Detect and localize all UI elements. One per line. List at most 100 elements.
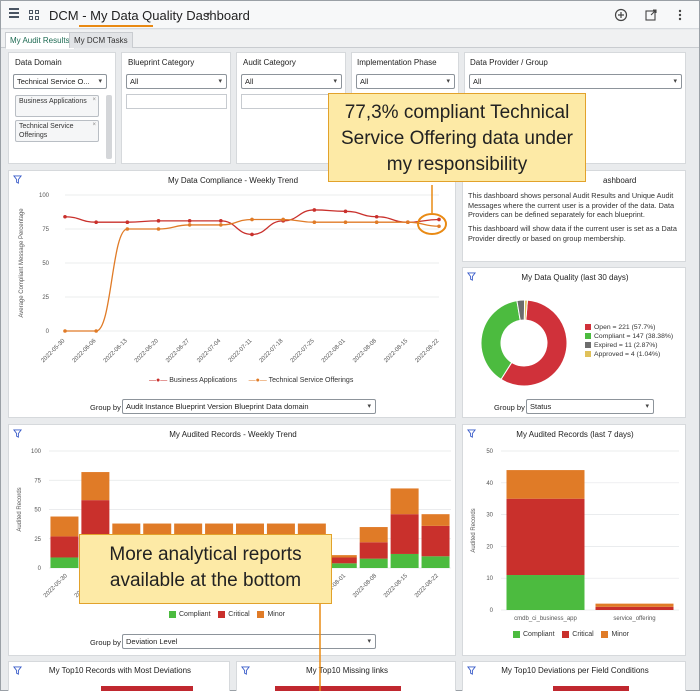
bar-segment[interactable] (112, 523, 141, 536)
data-point[interactable] (125, 220, 130, 224)
add-icon[interactable] (614, 8, 628, 22)
bar-segment[interactable] (50, 516, 79, 537)
legend-minor[interactable]: Minor (257, 611, 285, 618)
bar-segment[interactable] (390, 514, 419, 554)
apps-grid-icon[interactable] (29, 10, 39, 20)
pie-legend-item[interactable]: Approved = 4 (1.04%) (585, 350, 673, 359)
bar-segment[interactable] (595, 606, 674, 610)
data-point[interactable] (437, 217, 441, 222)
legend-critical[interactable]: Critical (562, 631, 594, 638)
filter-label: Blueprint Category (128, 58, 195, 67)
data-point[interactable] (406, 220, 410, 224)
data-point[interactable] (312, 208, 317, 212)
pie-slice-0[interactable] (500, 299, 568, 387)
bar-segment[interactable] (50, 557, 79, 568)
bar-segment[interactable] (236, 523, 264, 536)
legend-business-applications[interactable]: —●— Business Applications (149, 377, 237, 384)
menu-icon[interactable] (9, 8, 19, 18)
data-provider-group-select[interactable]: All ▾ (469, 74, 682, 89)
tab-my-audit-results[interactable]: My Audit Results (5, 32, 75, 49)
bar-segment[interactable] (50, 536, 79, 558)
pie-legend-item[interactable]: Expired = 11 (2.87%) (585, 341, 673, 350)
bar-segment[interactable] (143, 523, 172, 536)
pie-legend-item[interactable]: Open = 221 (57.7%) (585, 323, 673, 332)
blueprint-category-input[interactable] (126, 94, 227, 109)
more-options-icon[interactable] (673, 8, 687, 22)
bar-segment[interactable] (359, 542, 388, 559)
bar-segment[interactable] (328, 557, 357, 564)
data-point[interactable] (219, 219, 223, 223)
tab-my-dcm-tasks[interactable]: My DCM Tasks (69, 32, 133, 48)
bar-segment[interactable] (506, 575, 585, 610)
bar-segment[interactable] (506, 498, 585, 576)
remove-chip-icon[interactable]: × (92, 97, 96, 103)
data-point[interactable] (187, 219, 192, 223)
chip-business-applications[interactable]: Business Applications × (15, 95, 99, 117)
bar-segment[interactable] (421, 514, 450, 526)
legend-minor[interactable]: Minor (601, 631, 629, 638)
data-point[interactable] (281, 217, 285, 222)
filter-icon[interactable] (13, 666, 22, 675)
legend-text: Expired = 11 (2.87%) (594, 342, 658, 349)
data-point[interactable] (437, 224, 441, 229)
data-point[interactable] (219, 223, 223, 227)
data-point[interactable] (250, 217, 254, 222)
pie-slice-1[interactable] (480, 300, 521, 381)
bar-segment[interactable] (297, 523, 326, 536)
data-point[interactable] (125, 227, 130, 231)
bar-segment[interactable] (359, 558, 388, 568)
data-point[interactable] (343, 220, 348, 224)
compliance-group-by-select[interactable]: Audit Instance Blueprint Version Bluepri… (122, 399, 376, 414)
bar-segment[interactable] (266, 523, 295, 536)
filter-icon[interactable] (467, 429, 476, 438)
y-tick-label: 50 (486, 449, 493, 455)
audit-category-select[interactable]: All ▾ (241, 74, 342, 89)
data-point[interactable] (94, 220, 98, 224)
data-point[interactable] (250, 232, 254, 237)
implementation-phase-select[interactable]: All ▾ (356, 74, 455, 89)
data-point[interactable] (374, 220, 379, 224)
bar-segment[interactable] (595, 603, 674, 607)
audit-category-input[interactable] (241, 94, 342, 109)
chip-scrollbar[interactable] (106, 95, 112, 159)
bar-segment[interactable] (328, 555, 357, 558)
data-point[interactable] (156, 227, 161, 231)
pie-legend-item[interactable]: Compliant = 147 (38.38%) (585, 332, 673, 341)
share-icon[interactable] (644, 8, 658, 22)
data-point[interactable] (63, 329, 67, 333)
blueprint-category-select[interactable]: All ▾ (126, 74, 227, 89)
filter-icon[interactable] (467, 272, 476, 281)
filter-icon[interactable] (13, 175, 22, 184)
bar-segment[interactable] (421, 556, 450, 568)
bar-segment[interactable] (390, 553, 419, 568)
filter-icon[interactable] (467, 666, 476, 675)
bar-segment[interactable] (174, 523, 203, 536)
data-domain-select[interactable]: Technical Service O... ▾ (13, 74, 107, 89)
legend-compliant[interactable]: Compliant (513, 631, 555, 638)
chip-technical-service-offerings[interactable]: Technical Service Offerings × (15, 120, 99, 142)
legend-technical-service-offerings[interactable]: —●— Technical Service Offerings (248, 377, 354, 384)
filter-icon[interactable] (241, 666, 250, 675)
data-point[interactable] (312, 220, 317, 224)
bar-segment[interactable] (421, 525, 450, 557)
bar-segment[interactable] (81, 472, 110, 501)
data-point[interactable] (94, 329, 98, 333)
bar-segment[interactable] (390, 488, 419, 515)
legend-critical[interactable]: Critical (218, 611, 250, 618)
data-quality-group-by-select[interactable]: Status ▾ (526, 399, 654, 414)
data-point[interactable] (63, 214, 67, 219)
bar-segment[interactable] (328, 563, 357, 568)
remove-chip-icon[interactable]: × (92, 122, 96, 128)
data-point[interactable] (156, 219, 161, 223)
pie-slice-3[interactable] (523, 299, 528, 321)
data-point[interactable] (374, 214, 379, 219)
legend-compliant[interactable]: Compliant (169, 611, 211, 618)
data-point[interactable] (343, 209, 348, 214)
bar-segment[interactable] (506, 470, 585, 499)
bar-segment[interactable] (359, 527, 388, 543)
data-point[interactable] (187, 223, 192, 227)
filter-icon[interactable] (13, 429, 22, 438)
bar-segment[interactable] (205, 523, 234, 536)
weekly-group-by-select[interactable]: Deviation Level ▾ (122, 634, 376, 649)
title-dropdown-icon[interactable]: ▾ (206, 10, 211, 19)
